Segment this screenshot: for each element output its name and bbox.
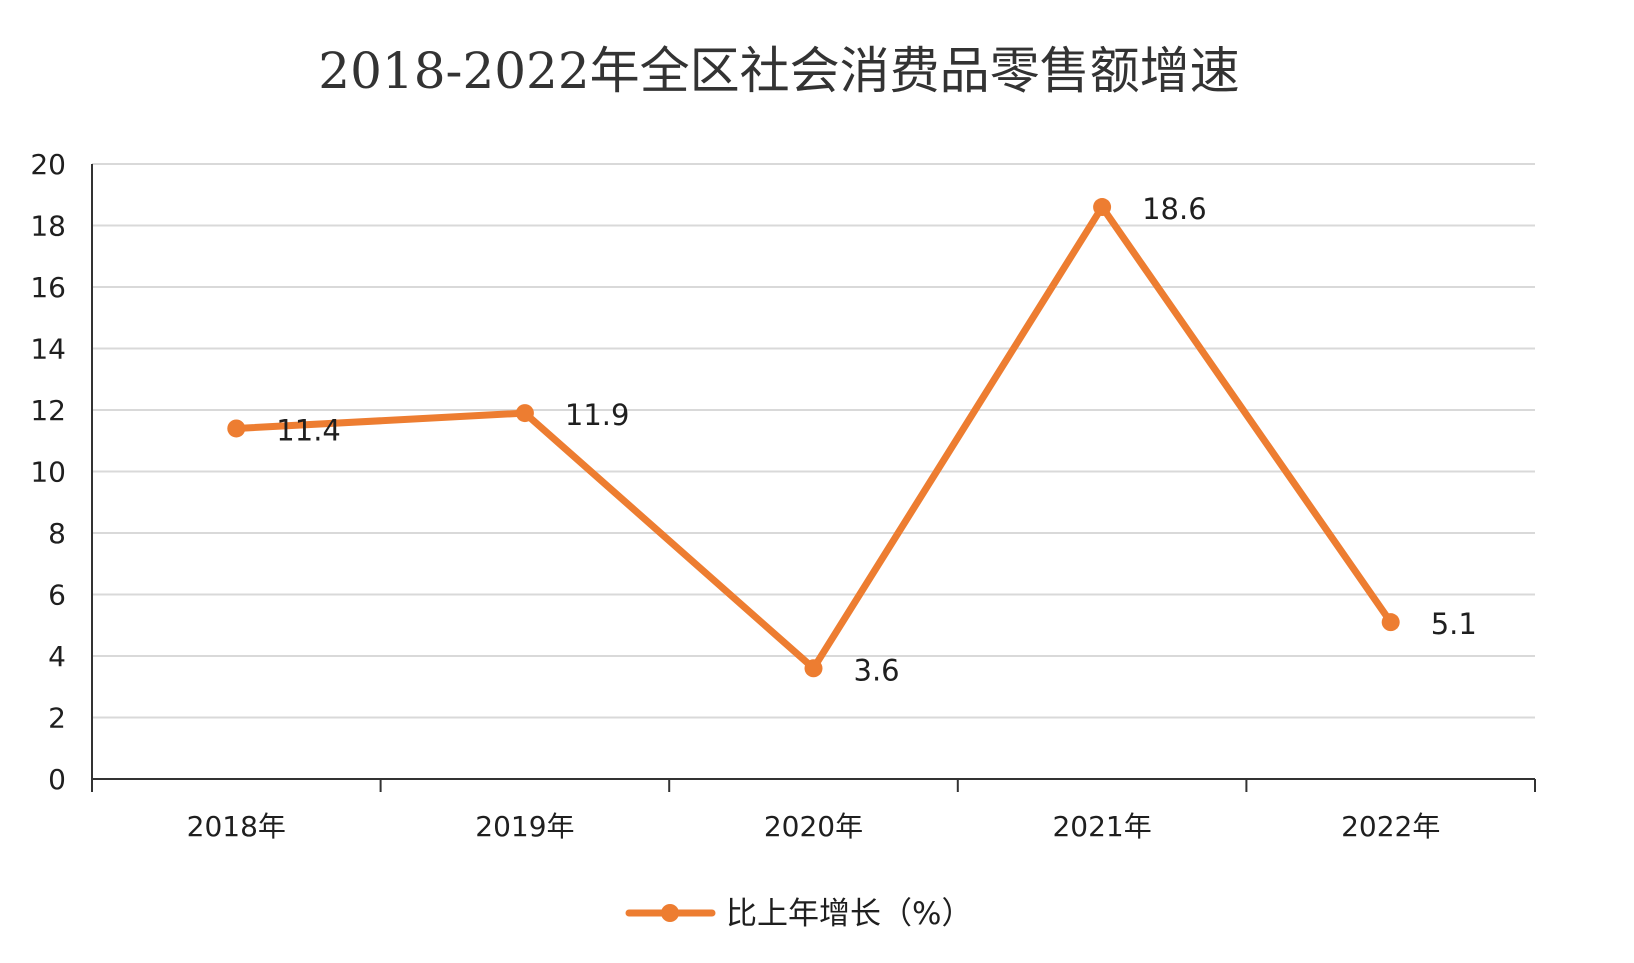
y-tick-label: 14 [30,333,66,366]
x-tick-label: 2019年 [475,810,574,843]
data-label: 11.4 [276,413,341,447]
y-tick-label: 12 [30,394,66,427]
data-point [1093,198,1112,217]
legend: 比上年增长（%） [625,896,972,932]
gridlines [92,163,1535,719]
y-tick-label: 0 [48,763,66,796]
y-tick-label: 16 [30,271,66,304]
data-label: 18.6 [1142,192,1207,226]
y-tick-label: 8 [48,517,66,550]
x-tick-label: 2018年 [187,810,286,843]
x-tick-label: 2021年 [1052,810,1151,843]
y-tick-label: 4 [48,640,66,673]
data-label: 5.1 [1431,607,1477,641]
y-tick-label: 10 [30,456,66,489]
y-tick-label: 6 [48,579,66,612]
chart-title: 2018-2022年全区社会消费品零售额增速 [318,42,1239,100]
data-label: 11.9 [565,398,630,432]
y-tick-label: 18 [30,210,66,243]
y-tick-label: 20 [30,148,66,181]
x-tick-label: 2020年 [764,810,863,843]
data-labels: 11.4 11.9 3.6 18.6 5.1 [276,192,1477,687]
y-tick-label: 2 [48,702,66,735]
data-point [515,404,534,423]
x-tick-label: 2022年 [1341,810,1440,843]
series-line [232,203,1395,672]
series-layer [227,198,1400,678]
data-label: 3.6 [854,653,900,687]
legend-label: 比上年增长（%） [726,896,972,932]
data-point [227,419,246,438]
data-point [1381,613,1400,632]
legend-marker [661,904,679,922]
axes: 0 2 4 6 8 10 12 14 16 18 20 2018年 2019年 2020年 2021年 202… [30,148,1536,843]
data-point [804,659,823,678]
